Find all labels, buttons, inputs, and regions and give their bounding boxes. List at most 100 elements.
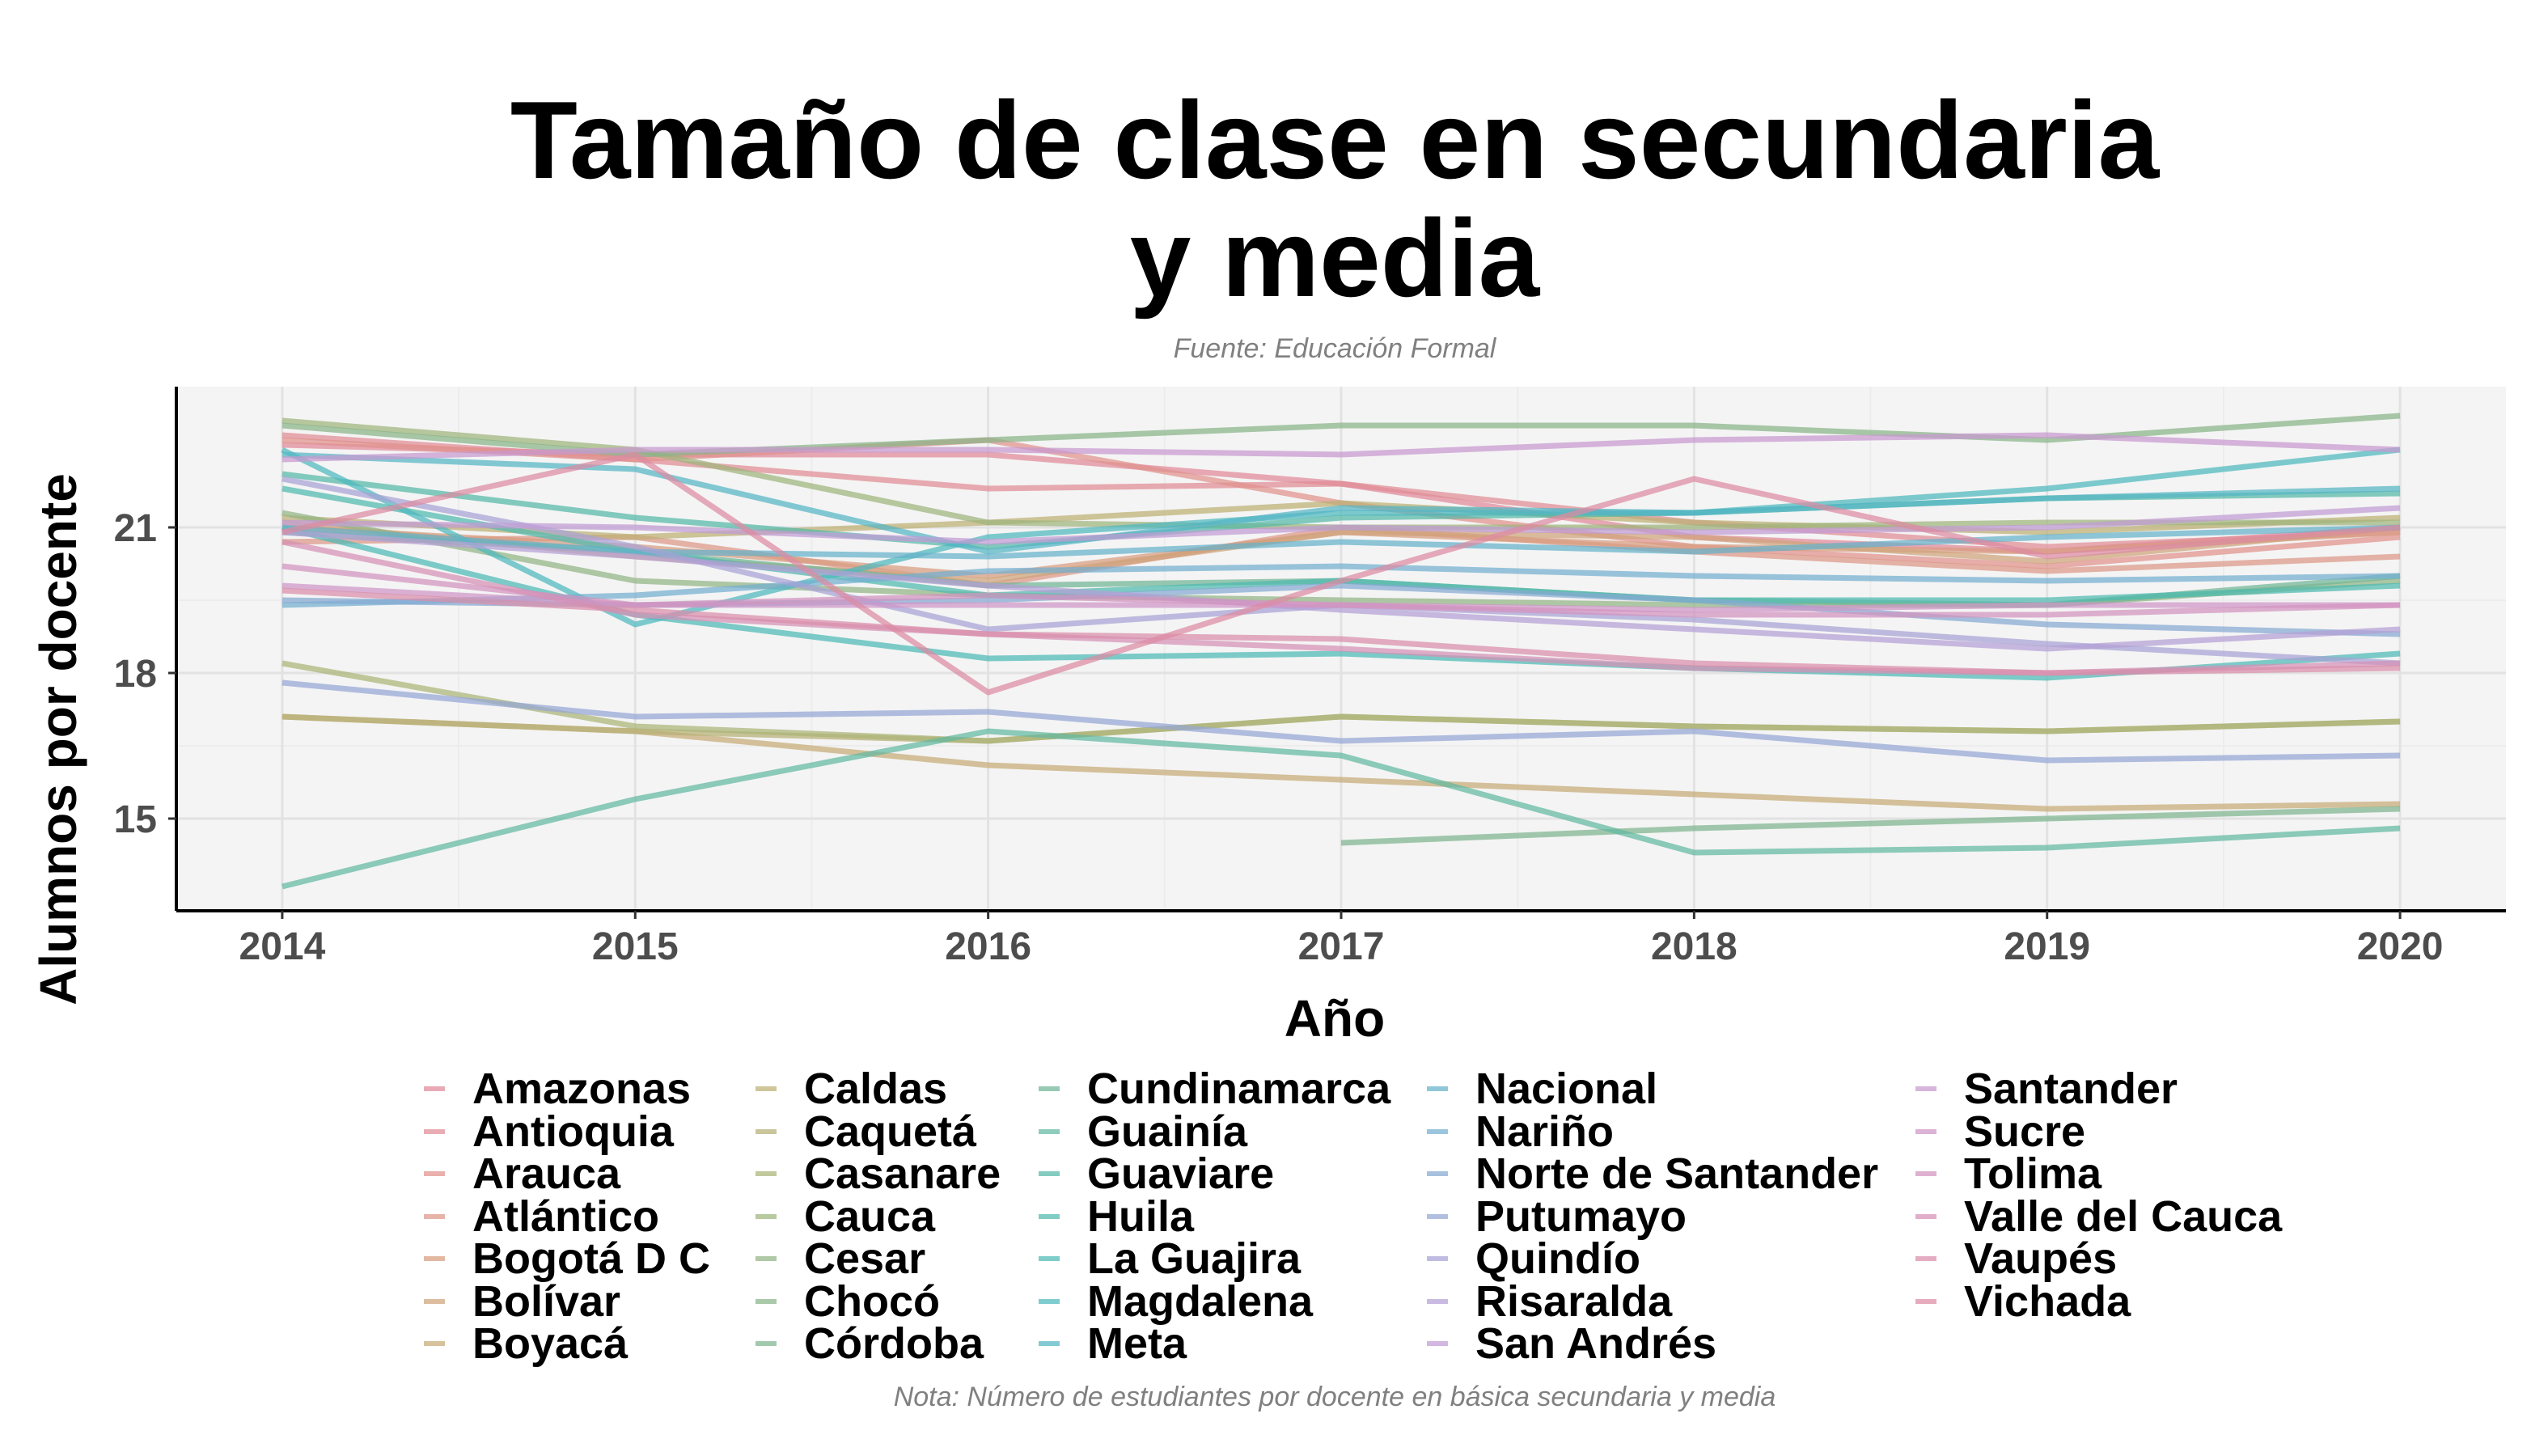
x-axis-label: Año [1284,989,1386,1048]
legend-item-bolivar: Bolívar [421,1277,620,1326]
legend-item-boyaca: Boyacá [421,1319,628,1368]
legend-item-choco: Chocó [752,1277,940,1326]
y-tick-label: 18 [114,653,157,696]
legend-item-arauca: Arauca [421,1149,620,1198]
legend-key [1427,1086,1448,1091]
x-tick-label: 2015 [592,925,679,968]
chart-title-line-2: y media [1129,197,1540,320]
legend-key [1915,1086,1936,1091]
series-line-tolima [281,563,2401,618]
series-line-santander [281,432,2401,463]
legend-label: Antioquia [472,1107,674,1156]
legend-label: Chocó [804,1276,940,1326]
legend-label: San Andrés [1475,1319,1717,1368]
legend-key [1427,1213,1448,1219]
legend: Amazonas Antioquia Arauca Atlántico Bogotá D… [0,1064,2548,1375]
legend-item-cesar: Cesar [752,1234,925,1283]
legend-label: Sucre [1964,1107,2086,1156]
legend-key [1427,1171,1448,1176]
chart-note: Nota: Número de estudiantes por docente … [893,1382,1776,1412]
series-line-risaralda [281,529,2401,652]
legend-key [424,1171,445,1176]
legend-item-valle-del-cauca: Valle del Cauca [1912,1192,2282,1241]
series-line-guainia [281,728,2401,890]
legend-label: Quindío [1475,1234,1640,1283]
legend-key [424,1256,445,1261]
legend-label: Santander [1964,1064,2178,1113]
series-line-cordoba [1340,806,2401,846]
legend-item-quindio: Quindío [1424,1234,1640,1283]
legend-key [1427,1256,1448,1261]
x-tick-label: 2018 [1651,925,1737,968]
legend-key [1427,1298,1448,1304]
series-line-nacional [281,524,2401,560]
legend-label: Cesar [804,1234,926,1283]
legend-item-magdalena: Magdalena [1035,1277,1313,1326]
series-line-vichada [281,451,2401,696]
legend-key [424,1213,445,1219]
series-line-magdalena [281,447,2401,628]
legend-label: Cundinamarca [1087,1064,1391,1113]
chart-title-line-1: Tamaño de clase en secundaria [510,78,2160,201]
legend-label: Nariño [1475,1107,1615,1156]
legend-item-cauca: Cauca [752,1192,935,1241]
legend-item-bogota-d-c: Bogotá D C [421,1234,710,1283]
legend-key [1039,1341,1060,1346]
legend-key [1915,1256,1936,1261]
legend-item-cordoba: Córdoba [752,1319,984,1368]
legend-item-amazonas: Amazonas [421,1064,691,1113]
legend-key [1039,1298,1060,1304]
legend-label: Bogotá D C [472,1234,710,1283]
legend-key [424,1128,445,1134]
legend-label: Huila [1087,1191,1195,1241]
x-tick-label: 2017 [1298,925,1385,968]
legend-key [1039,1256,1060,1261]
series-line-narino [281,563,2401,608]
legend-label: Meta [1087,1319,1187,1368]
legend-item-norte-de-santander: Norte de Santander [1424,1149,1878,1198]
legend-key [1039,1086,1060,1091]
series-line-caldas [281,500,2401,540]
series-line-putumayo [281,679,2401,764]
legend-key [756,1213,777,1219]
legend-item-santander: Santander [1912,1064,2178,1113]
legend-label: Córdoba [804,1319,984,1368]
legend-label: Valle del Cauca [1964,1191,2283,1241]
series-lines [281,413,2401,890]
legend-label: Putumayo [1475,1191,1687,1241]
x-tick-label: 2019 [2004,925,2090,968]
legend-label: Atlántico [472,1191,660,1241]
legend-item-atlantico: Atlántico [421,1192,659,1241]
legend-item-huila: Huila [1035,1192,1194,1241]
legend-key [424,1298,445,1304]
legend-label: Cauca [804,1191,936,1241]
legend-item-putumayo: Putumayo [1424,1192,1687,1241]
legend-item-sucre: Sucre [1912,1107,2085,1156]
legend-key [1039,1171,1060,1176]
legend-label: Vaupés [1964,1234,2118,1283]
legend-item-vaupes: Vaupés [1912,1234,2117,1283]
legend-item-vichada: Vichada [1912,1277,2131,1326]
legend-item-antioquia: Antioquia [421,1107,674,1156]
legend-item-caqueta: Caquetá [752,1107,976,1156]
legend-key [424,1086,445,1091]
legend-item-risaralda: Risaralda [1424,1277,1672,1326]
legend-label: Bolívar [472,1276,621,1326]
legend-key [1039,1213,1060,1219]
legend-item-cundinamarca: Cundinamarca [1035,1064,1390,1113]
legend-label: Amazonas [472,1064,692,1113]
legend-label: Magdalena [1087,1276,1314,1326]
legend-item-meta: Meta [1035,1319,1187,1368]
y-axis-label: Alumnos por docente [29,473,87,1005]
legend-item-nacional: Nacional [1424,1064,1657,1113]
legend-key [1039,1128,1060,1134]
legend-item-la-guajira: La Guajira [1035,1234,1301,1283]
legend-label: Caquetá [804,1107,977,1156]
x-tick-label: 2016 [945,925,1031,968]
legend-label: Tolima [1964,1149,2102,1198]
legend-label: Caldas [804,1064,948,1113]
legend-key [1915,1298,1936,1304]
legend-item-guaviare: Guaviare [1035,1149,1274,1198]
legend-label: Guainía [1087,1107,1248,1156]
series-line-casanare [281,660,2401,744]
